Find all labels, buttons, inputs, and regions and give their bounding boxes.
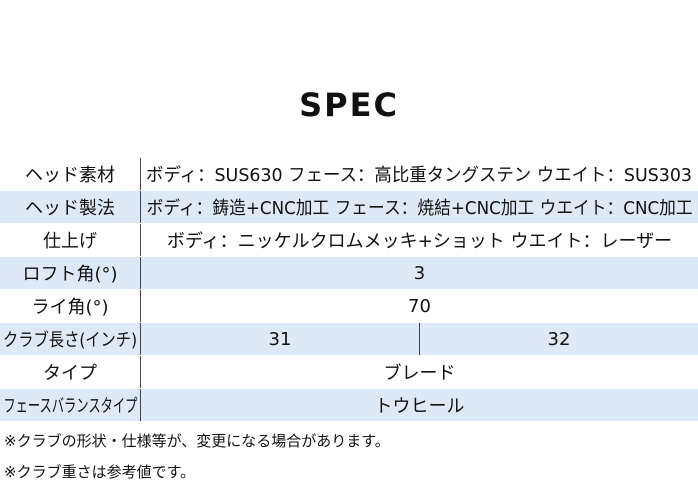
row-label: ヘッド製法 bbox=[0, 191, 141, 223]
note: ※クラブ重さは参考値です。 bbox=[4, 463, 196, 481]
value-text: トウヒール bbox=[374, 396, 465, 417]
title: SPEC bbox=[299, 86, 399, 124]
row-value: トウヒール bbox=[141, 389, 698, 421]
value-text: 70 bbox=[408, 295, 431, 317]
table-row: ヘッド製法 ボディ：鋳造+CNC加工 フェース：焼結+CNC加工 ウエイト：CNC… bbox=[0, 191, 698, 224]
label-text: クラブ長さ(インチ) bbox=[3, 330, 138, 351]
row-value: ボディ：鋳造+CNC加工 フェース：焼結+CNC加工 ウエイト：CNC加工 bbox=[141, 191, 698, 223]
label-text: タイプ bbox=[43, 363, 97, 384]
label-text: 仕上げ bbox=[43, 231, 97, 252]
table-row: ロフト角(°) 3 bbox=[0, 257, 698, 290]
value-text: ボディ：鋳造+CNC加工 フェース：焼結+CNC加工 ウエイト：CNC加工 bbox=[146, 198, 693, 219]
value-text: 31 bbox=[268, 328, 292, 350]
value-text: ボディ：SUS630 フェース：高比重タングステン ウエイト：SUS303 bbox=[146, 165, 693, 186]
value-text: ブレード bbox=[383, 363, 456, 384]
label-text: ヘッド素材 bbox=[25, 165, 115, 186]
table-row: ライ角(°) 70 bbox=[0, 290, 698, 323]
label-text: フェースバランスタイプ bbox=[3, 396, 137, 417]
row-value: ボディ：SUS630 フェース：高比重タングステン ウエイト：SUS303 bbox=[141, 158, 698, 190]
table-row: クラブ長さ(インチ) 31 32 bbox=[0, 323, 698, 356]
row-label: ヘッド素材 bbox=[0, 158, 141, 190]
label-text: ライ角(°) bbox=[31, 297, 109, 318]
row-label: フェースバランスタイプ bbox=[0, 389, 141, 421]
value-text: 32 bbox=[547, 328, 571, 350]
table-row: フェースバランスタイプ トウヒール bbox=[0, 389, 698, 422]
row-label: ライ角(°) bbox=[0, 290, 141, 322]
spec-table: ヘッド素材 ボディ：SUS630 フェース：高比重タングステン ウエイト：SUS3… bbox=[0, 158, 698, 422]
row-value: ボディ：ニッケルクロムメッキ+ショット ウエイト：レーザー bbox=[141, 224, 698, 256]
table-row: タイプ ブレード bbox=[0, 356, 698, 389]
row-label: ロフト角(°) bbox=[0, 257, 141, 289]
value-text: ボディ：ニッケルクロムメッキ+ショット ウエイト：レーザー bbox=[166, 231, 673, 252]
table-row: ヘッド素材 ボディ：SUS630 フェース：高比重タングステン ウエイト：SUS3… bbox=[0, 158, 698, 191]
row-value: 3 bbox=[141, 257, 698, 289]
row-label: タイプ bbox=[0, 356, 141, 388]
row-value: ブレード bbox=[141, 356, 698, 388]
row-label: クラブ長さ(インチ) bbox=[0, 323, 141, 355]
value-text: 3 bbox=[413, 262, 426, 284]
note: ※クラブの形状・仕様等が、変更になる場合があります。 bbox=[4, 432, 390, 450]
row-value: 32 bbox=[419, 323, 698, 355]
label-text: ロフト角(°) bbox=[22, 264, 118, 285]
row-label: 仕上げ bbox=[0, 224, 141, 256]
label-text: ヘッド製法 bbox=[25, 198, 115, 219]
row-value: 31 bbox=[141, 323, 419, 355]
row-value: 70 bbox=[141, 290, 698, 322]
table-row: 仕上げ ボディ：ニッケルクロムメッキ+ショット ウエイト：レーザー bbox=[0, 224, 698, 257]
